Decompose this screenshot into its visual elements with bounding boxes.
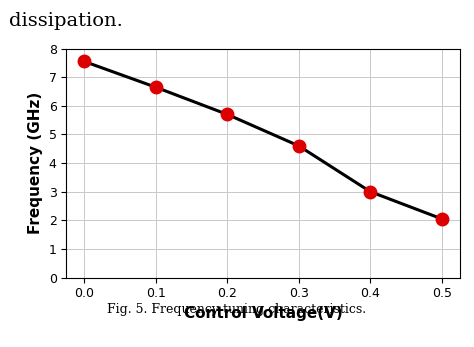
- Text: dissipation.: dissipation.: [9, 12, 123, 30]
- Text: Fig. 5. Frequency tuning characteristics.: Fig. 5. Frequency tuning characteristics…: [108, 303, 366, 316]
- X-axis label: Control Voltage(V): Control Voltage(V): [184, 306, 342, 321]
- Y-axis label: Frequency (GHz): Frequency (GHz): [28, 92, 43, 234]
